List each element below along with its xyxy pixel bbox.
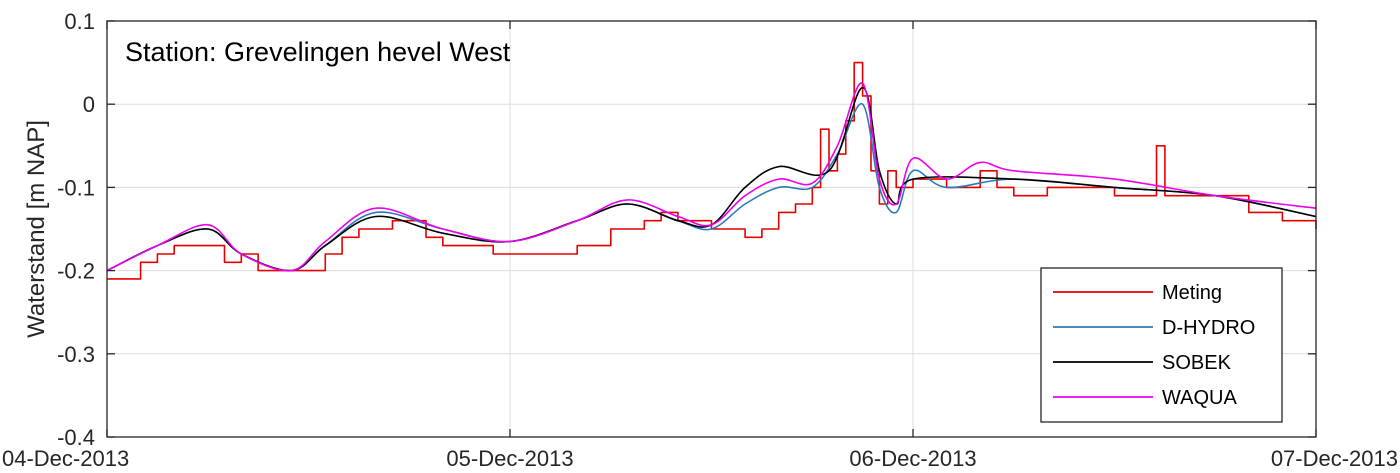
legend-entry-sobek: SOBEK — [1162, 352, 1232, 374]
x-tick-label: 07-Dec-2013 — [1271, 446, 1398, 471]
plot-frame — [106, 20, 1317, 438]
legend-entry-meting: Meting — [1162, 282, 1222, 304]
y-tick-label: -0.2 — [57, 259, 95, 284]
axis-ticks: -0.4 -0.3 -0.2 -0.1 0 0.1 04-Dec-2013 05-Dec-20… — [2, 9, 1398, 471]
x-tick-label: 06-Dec-2013 — [849, 446, 976, 471]
series-line-meting — [107, 61, 1317, 280]
legend-entry-d-hydro: D-HYDRO — [1162, 317, 1255, 339]
y-tick-label: 0 — [83, 92, 95, 117]
y-tick-label: -0.3 — [57, 342, 95, 367]
y-tick-label: -0.4 — [57, 425, 95, 450]
x-tick-label: 05-Dec-2013 — [446, 446, 573, 471]
y-tick-label: -0.1 — [57, 175, 95, 200]
series-lines — [106, 61, 1317, 280]
y-tick-label: 0.1 — [64, 9, 95, 34]
series-line-waqua — [106, 82, 1317, 272]
legend-entry-waqua: WAQUA — [1162, 387, 1237, 409]
y-axis-label: Waterstand [m NAP] — [23, 120, 50, 338]
legend: Meting D-HYDRO SOBEK WAQUA — [1040, 267, 1283, 423]
x-tick-label: 04-Dec-2013 — [2, 446, 129, 471]
station-annotation: Station: Grevelingen hevel West — [125, 37, 511, 67]
